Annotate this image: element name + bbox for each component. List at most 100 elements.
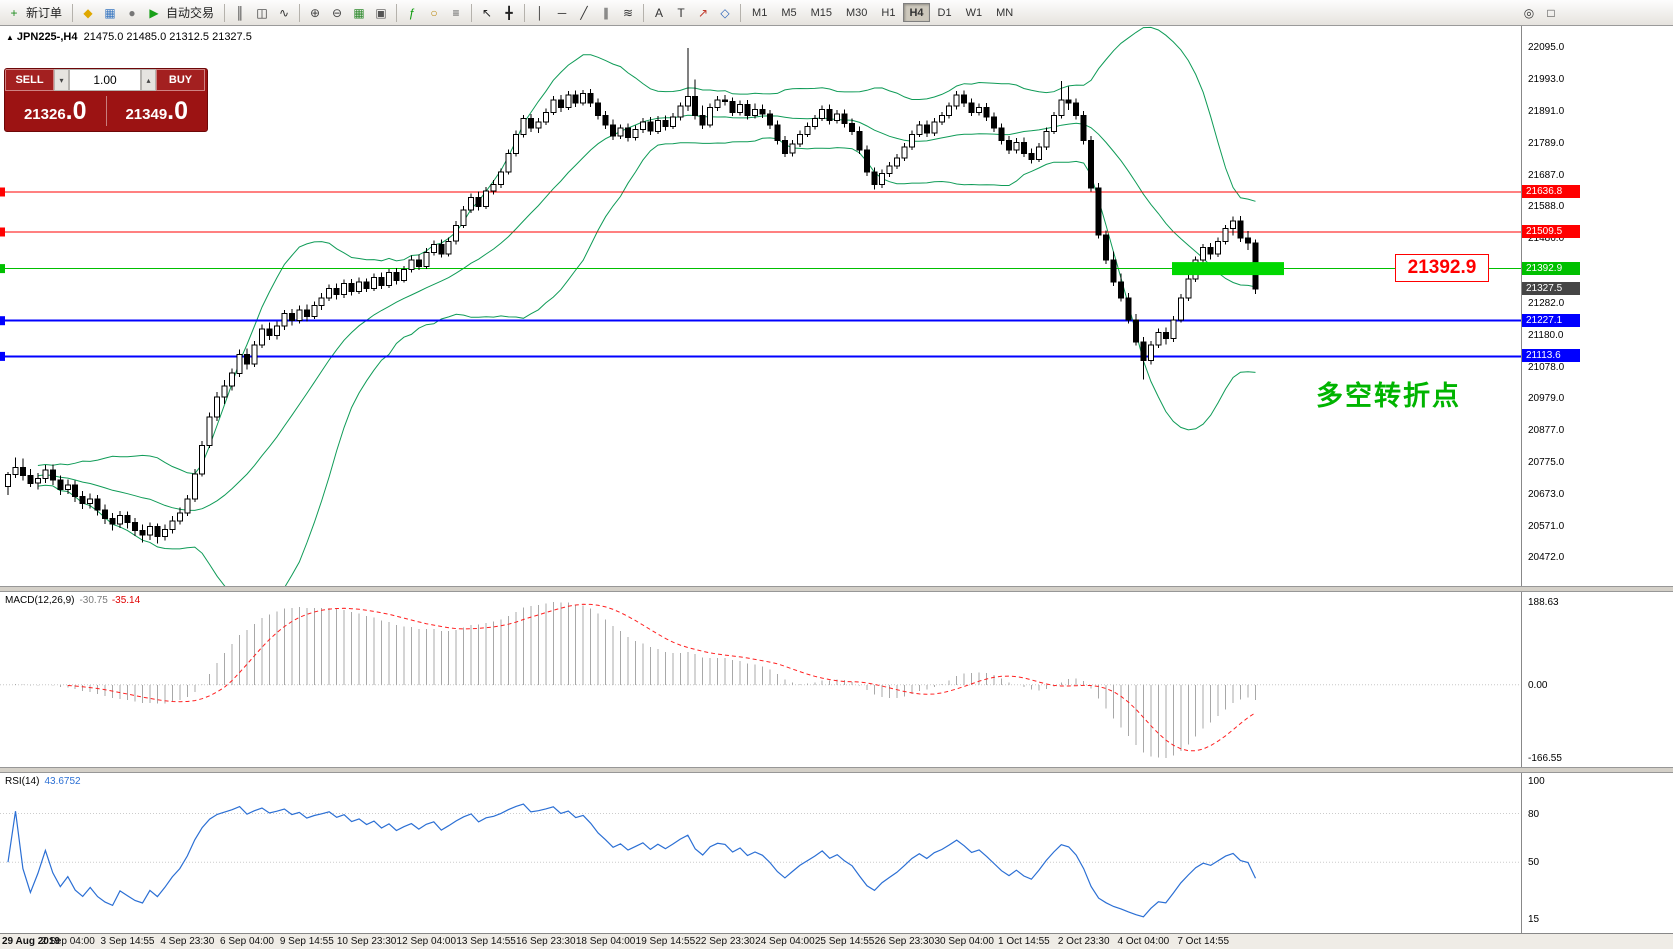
shapes-icon[interactable]: ◇ xyxy=(720,5,730,20)
toolbar-divider xyxy=(72,3,74,22)
new-order-icon[interactable]: + xyxy=(10,5,18,20)
timeframe-w1-button[interactable]: W1 xyxy=(960,3,989,22)
new-window-icon[interactable]: □ xyxy=(1547,5,1555,20)
toolbar-divider xyxy=(299,3,301,22)
horizontal-line-icon[interactable]: ─ xyxy=(557,5,567,20)
text-label-icon[interactable]: T xyxy=(677,5,685,20)
macd-axis[interactable]: 188.63 0.00 -166.55 xyxy=(1521,592,1673,767)
bollinger-upper-band xyxy=(37,26,1256,475)
timeframe-m15-button[interactable]: M15 xyxy=(805,3,838,22)
timeframe-mn-button[interactable]: MN xyxy=(990,3,1019,22)
trendline-icon[interactable]: ╱ xyxy=(580,5,588,20)
rsi-label: RSI(14) 43.6752 xyxy=(5,776,81,787)
autotrade-icon[interactable]: ▶ xyxy=(149,5,159,20)
search-icon[interactable]: ◎ xyxy=(1523,5,1535,20)
time-axis-label: 6 Sep 04:00 xyxy=(220,936,274,947)
main-chart[interactable]: ▲ JPN225-,H4 21475.0 21485.0 21312.5 2132… xyxy=(0,26,1521,586)
macd-label: MACD(12,26,9) -30.75 -35.14 xyxy=(5,595,141,606)
panel-splitter[interactable] xyxy=(0,767,1673,773)
vertical-line-icon[interactable]: │ xyxy=(536,5,544,20)
price-axis[interactable]: 22095.0 21993.0 21891.0 21789.0 21687.0 21588… xyxy=(1521,26,1673,586)
price-axis-label: 21180.0 xyxy=(1528,329,1564,341)
time-axis[interactable]: 29 Aug 2019 2 Sep 04:00 3 Sep 14:55 4 Sep 2… xyxy=(0,933,1673,949)
hline-left-marker xyxy=(0,264,5,274)
time-axis-label: 24 Sep 04:00 xyxy=(755,936,815,947)
trade-panel-divider xyxy=(105,96,107,126)
toolbar: + 新订单 ◆ ▦ ● ▶ 自动交易 ║ ◫ ∿ ⊕ ⊖ ▦ ▣ ƒ ○ ≡ ↖ ╋ │ ─ ╱ ∥ ≋ A T ↗ ◇ M1 M5 M15… xyxy=(0,0,1673,26)
rsi-axis-label: 80 xyxy=(1528,808,1540,820)
market-watch-icon[interactable]: ◆ xyxy=(83,5,93,20)
macd-histogram xyxy=(15,602,1256,758)
toolbar-divider xyxy=(471,3,473,22)
auto-arrange-icon[interactable]: ▣ xyxy=(375,5,387,20)
volume-decrease-button[interactable]: ▾ xyxy=(54,69,69,91)
zoom-out-icon[interactable]: ⊖ xyxy=(332,5,343,20)
bar-chart-icon[interactable]: ║ xyxy=(235,5,245,20)
time-axis-label: 7 Oct 14:55 xyxy=(1177,936,1230,947)
autotrade-button[interactable]: 自动交易 xyxy=(166,6,215,20)
buy-price[interactable]: 21349.0 xyxy=(125,96,189,125)
sell-price[interactable]: 21326.0 xyxy=(23,96,87,125)
volume-input[interactable] xyxy=(69,69,141,91)
equidistant-channel-icon[interactable]: ∥ xyxy=(603,5,610,20)
navigator-icon[interactable]: ● xyxy=(128,5,136,20)
highlight-zone[interactable] xyxy=(1172,262,1284,276)
current-price-tag: 21327.5 xyxy=(1522,282,1580,296)
sell-button[interactable]: SELL xyxy=(5,69,54,91)
price-callout[interactable]: 21392.9 xyxy=(1395,253,1489,282)
rsi-row: RSI(14) 43.6752 100 80 50 15 xyxy=(0,773,1673,933)
crosshair-icon[interactable]: ╋ xyxy=(505,5,513,20)
hline-left-marker xyxy=(0,187,5,197)
time-axis-label: 29 Aug 2019 xyxy=(2,936,60,947)
zoom-in-icon[interactable]: ⊕ xyxy=(310,5,321,20)
rsi-axis[interactable]: 100 80 50 15 xyxy=(1521,773,1673,933)
cycles-icon[interactable]: ○ xyxy=(430,5,438,20)
volume-increase-button[interactable]: ▴ xyxy=(141,69,156,91)
toolbar-divider xyxy=(224,3,226,22)
time-axis-label: 10 Sep 23:30 xyxy=(336,936,397,947)
macd-row: MACD(12,26,9) -30.75 -35.14 188.63 0.00 -166… xyxy=(0,592,1673,767)
time-axis-label: 18 Sep 04:00 xyxy=(575,936,636,947)
bollinger-lower-band xyxy=(37,137,1256,586)
timeframe-h1-button[interactable]: H1 xyxy=(875,3,901,22)
new-order-button[interactable]: 新订单 xyxy=(26,6,63,20)
fibonacci-icon[interactable]: ≋ xyxy=(623,5,634,20)
timeframe-m30-button[interactable]: M30 xyxy=(840,3,873,22)
price-tag: 21113.6 xyxy=(1522,349,1580,363)
price-axis-label: 21993.0 xyxy=(1528,74,1565,86)
price-axis-label: 20775.0 xyxy=(1528,456,1565,468)
price-axis-label: 20979.0 xyxy=(1528,392,1565,404)
timeframe-d1-button[interactable]: D1 xyxy=(932,3,958,22)
time-axis-label: 4 Oct 04:00 xyxy=(1117,936,1170,947)
ohlc-close: 21327.5 xyxy=(212,31,252,43)
rsi-panel[interactable]: RSI(14) 43.6752 xyxy=(0,773,1521,933)
arrow-tool-icon[interactable]: ↗ xyxy=(698,5,709,20)
price-axis-label: 21891.0 xyxy=(1528,106,1565,118)
rsi-axis-label: 50 xyxy=(1528,857,1540,869)
text-icon[interactable]: A xyxy=(655,5,664,20)
time-axis-label: 2 Oct 23:30 xyxy=(1057,936,1110,947)
price-axis-label: 20472.0 xyxy=(1528,552,1565,563)
time-axis-label: 1 Oct 14:55 xyxy=(998,936,1050,947)
data-window-icon[interactable]: ▦ xyxy=(104,5,116,20)
line-chart-icon[interactable]: ∿ xyxy=(279,5,290,20)
macd-panel[interactable]: MACD(12,26,9) -30.75 -35.14 xyxy=(0,592,1521,767)
chart-annotation[interactable]: 多空转折点 xyxy=(1316,381,1461,411)
timeframe-m5-button[interactable]: M5 xyxy=(775,3,802,22)
chart-properties-icon[interactable]: ≡ xyxy=(452,5,460,20)
timeframe-h4-button[interactable]: H4 xyxy=(903,3,930,22)
time-axis-label: 22 Sep 23:30 xyxy=(695,936,755,947)
buy-button[interactable]: BUY xyxy=(156,69,205,91)
tile-windows-icon[interactable]: ▦ xyxy=(353,5,365,20)
candle-chart-icon[interactable]: ◫ xyxy=(256,5,268,20)
price-axis-label: 20877.0 xyxy=(1528,424,1565,436)
price-axis-label: 21486.0 xyxy=(1528,233,1565,245)
price-axis-label: 21789.0 xyxy=(1528,138,1565,150)
panel-splitter[interactable] xyxy=(0,586,1673,592)
indicators-icon[interactable]: ƒ xyxy=(408,5,416,20)
cursor-icon[interactable]: ↖ xyxy=(482,5,493,20)
timeframe-m1-button[interactable]: M1 xyxy=(746,3,773,22)
price-tag: 21227.1 xyxy=(1522,313,1580,327)
price-axis-label: 21588.0 xyxy=(1528,201,1565,213)
